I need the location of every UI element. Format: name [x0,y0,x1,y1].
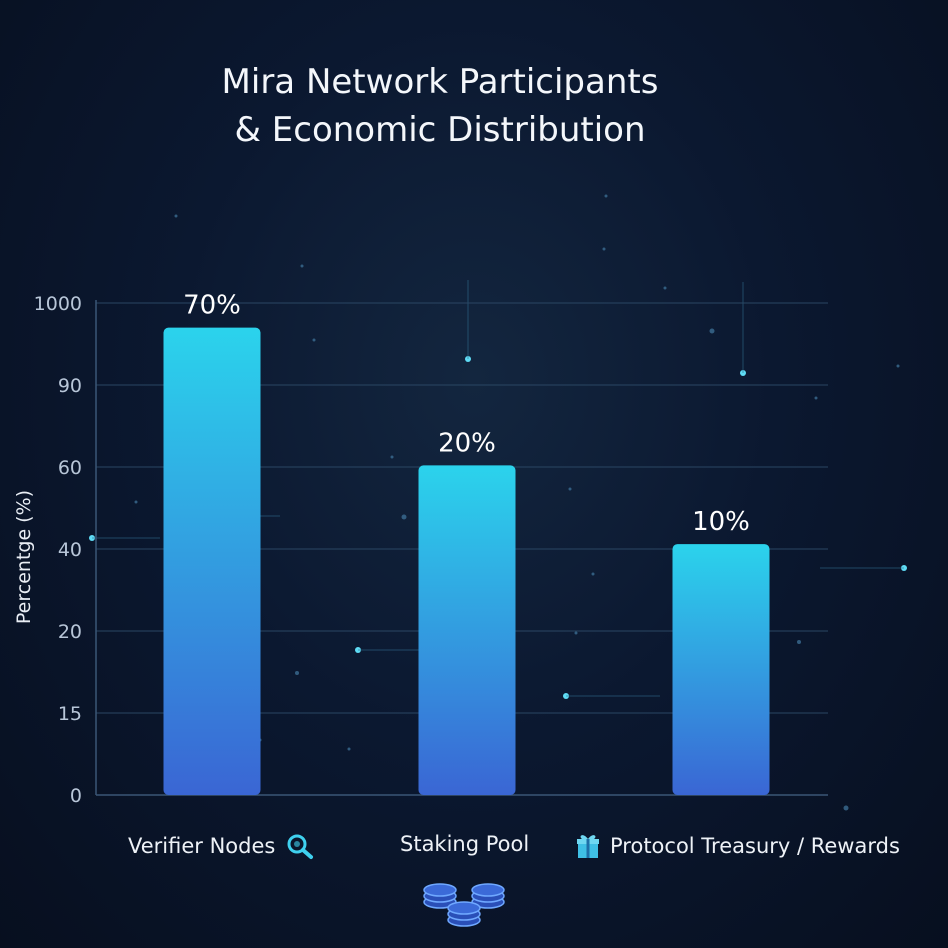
data-label-3: 10% [692,507,750,537]
particle [663,286,667,290]
y-tick-label: 60 [58,457,82,479]
category-staking-pool: Staking Pool [400,832,529,856]
particle [390,455,394,459]
y-tick-label: 0 [70,785,82,807]
particle [568,487,572,491]
y-axis-title: Percentge (%) [13,489,35,625]
particle [843,805,849,811]
coins-icon [423,883,505,927]
y-tick-label: 1000 [34,293,82,315]
y-tick-label: 15 [58,703,82,725]
data-labels: 70% 20% 10% [183,291,750,537]
data-label-1: 70% [183,291,241,321]
particle [134,500,138,504]
category-label-verifier: Verifier Nodes [128,834,276,858]
gift-icon [577,835,599,858]
particle [591,572,595,576]
particle [896,364,900,368]
particle [797,640,801,644]
particle [174,214,178,218]
particle [574,631,578,635]
particle [602,247,606,251]
chart-title-line2: & Economic Distribution [234,110,646,150]
bar-1 [163,327,261,795]
particle [604,194,608,198]
particle [295,671,299,675]
category-protocol-treasury: Protocol Treasury / Rewards [576,832,900,860]
particle [347,747,351,751]
y-axis-ticks: 1000 90 60 40 20 15 0 [34,293,82,807]
y-tick-label: 40 [58,539,82,561]
chart-title: Mira Network Participants & Economic Dis… [0,58,880,154]
particle [401,514,407,520]
category-verifier-nodes: Verifier Nodes [128,832,315,860]
y-tick-label: 90 [58,375,82,397]
bar-3 [672,544,770,795]
particle [300,264,304,268]
category-label-treasury: Protocol Treasury / Rewards [610,834,900,858]
particle [814,396,818,400]
magnifier-icon [287,834,314,859]
y-tick-label: 20 [58,621,82,643]
data-label-2: 20% [438,428,496,458]
category-label-staking: Staking Pool [400,832,530,856]
chart-title-line1: Mira Network Participants [221,62,659,102]
particle [312,338,316,342]
bars [163,327,770,795]
bar-2 [418,465,516,795]
particle [709,328,715,334]
